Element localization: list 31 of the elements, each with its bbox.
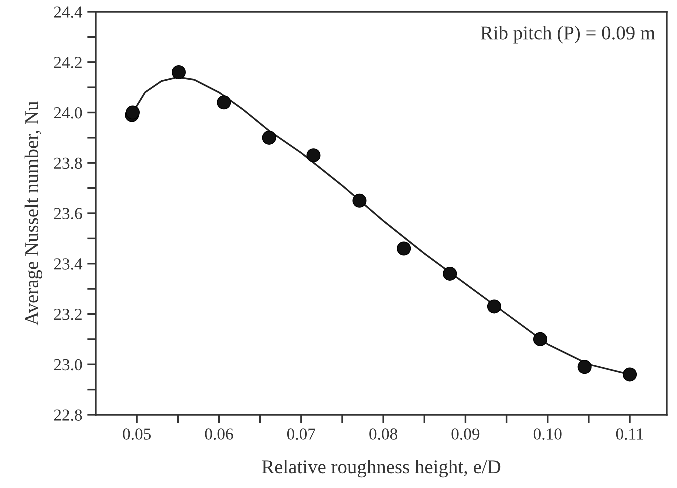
point bbox=[306, 148, 321, 163]
y-tick-label: 23.2 bbox=[54, 308, 82, 320]
y-tick-label: 23.0 bbox=[54, 359, 82, 371]
y-tick-label: 24.0 bbox=[54, 107, 82, 119]
x-tick-label: 0.09 bbox=[452, 428, 480, 440]
point bbox=[623, 368, 638, 382]
x-tick-label: 0.07 bbox=[287, 428, 316, 440]
y-tick-label: 24.4 bbox=[54, 6, 83, 18]
y-tick-label: 24.2 bbox=[54, 57, 82, 68]
x-tick-label: 0.11 bbox=[616, 428, 644, 440]
y-tick-label: 22.8 bbox=[54, 410, 82, 422]
x-tick-label: 0.08 bbox=[370, 428, 398, 440]
y-axis-title: Average Nusselt number, Nu bbox=[24, 102, 43, 326]
point bbox=[578, 360, 592, 374]
point bbox=[533, 332, 548, 346]
point bbox=[352, 194, 367, 208]
y-tick-label: 23.8 bbox=[54, 158, 82, 170]
point bbox=[126, 106, 140, 120]
point bbox=[217, 96, 232, 110]
x-tick-label: 0.05 bbox=[123, 428, 152, 440]
x-axis-title: Relative roughness height, e/D bbox=[262, 460, 501, 478]
point bbox=[487, 300, 502, 314]
y-tick-label: 23.4 bbox=[54, 258, 83, 270]
point bbox=[262, 130, 276, 145]
annotation: Rib pitch (P) = 0.09 m bbox=[480, 26, 656, 44]
point bbox=[172, 65, 186, 80]
x-tick-label: 0.10 bbox=[534, 428, 562, 440]
point bbox=[443, 266, 458, 281]
point bbox=[397, 242, 412, 256]
x-tick-label: 0.06 bbox=[205, 428, 234, 440]
y-tick-label: 23.6 bbox=[54, 208, 82, 220]
